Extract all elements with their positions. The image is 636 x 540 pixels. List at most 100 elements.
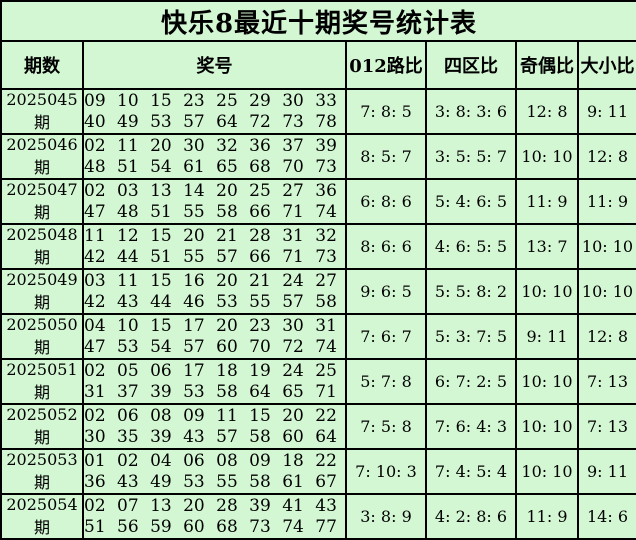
numbers-line1: 04 10 15 17 20 23 30 31 45 46 [84, 315, 344, 336]
zone4-cell: 3: 8: 3: 6 [425, 88, 517, 135]
zone4-cell: 5: 5: 8: 2 [425, 268, 517, 315]
bigsmall-cell: 11: 9 [577, 178, 636, 225]
period-cell: 2025047期 [0, 178, 84, 225]
period-cell: 2025054期 [0, 493, 84, 540]
numbers-cell: 02 11 20 30 32 36 37 39 41 45 48 51 54 6… [82, 133, 347, 180]
zone4-cell: 3: 5: 5: 7 [425, 133, 517, 180]
oddeven-cell: 11: 9 [515, 493, 579, 540]
numbers-line2: 47 48 51 55 58 66 71 74 76 79 [84, 201, 344, 222]
table-row: 2025046期 02 11 20 30 32 36 37 39 41 45 4… [0, 133, 636, 180]
numbers-line2: 31 37 39 53 58 64 65 71 78 80 [84, 381, 344, 402]
zone4-cell: 4: 6: 5: 5 [425, 223, 517, 270]
period-cell: 2025048期 [0, 223, 84, 270]
zone4-cell: 7: 4: 5: 4 [425, 448, 517, 495]
table-row: 2025049期 03 11 15 16 20 21 24 27 28 35 4… [0, 268, 636, 315]
col-header-numbers: 奖号 [82, 40, 347, 90]
table-row: 2025051期 02 05 06 17 18 19 24 25 26 28 3… [0, 358, 636, 405]
col-header-bigsmall: 大小比 [577, 40, 636, 90]
period-cell: 2025050期 [0, 313, 84, 360]
numbers-line1: 02 06 08 09 11 15 20 22 23 26 [84, 405, 344, 426]
header-row: 期数 奖号 012路比 四区比 奇偶比 大小比 [0, 40, 636, 90]
bigsmall-cell: 12: 8 [577, 313, 636, 360]
numbers-line1: 01 02 04 06 08 09 18 22 30 33 [84, 450, 344, 471]
table-row: 2025045期 09 10 15 23 25 29 30 33 34 35 4… [0, 88, 636, 135]
oddeven-cell: 12: 8 [515, 88, 579, 135]
numbers-line1: 02 11 20 30 32 36 37 39 41 45 [84, 135, 344, 156]
zone4-cell: 6: 7: 2: 5 [425, 358, 517, 405]
table-row: 2025047期 02 03 13 14 20 25 27 36 37 43 4… [0, 178, 636, 225]
col-header-oddeven: 奇偶比 [515, 40, 579, 90]
oddeven-cell: 13: 7 [515, 223, 579, 270]
numbers-cell: 11 12 15 20 21 28 31 32 37 39 42 44 51 5… [82, 223, 347, 270]
table-row: 2025052期 02 06 08 09 11 15 20 22 23 26 3… [0, 403, 636, 450]
numbers-cell: 02 07 13 20 28 39 41 43 46 49 51 56 59 6… [82, 493, 347, 540]
numbers-cell: 02 06 08 09 11 15 20 22 23 26 30 35 39 4… [82, 403, 347, 450]
oddeven-cell: 11: 9 [515, 178, 579, 225]
ratio012-cell: 7: 8: 5 [345, 88, 427, 135]
period-cell: 2025049期 [0, 268, 84, 315]
bigsmall-cell: 9: 11 [577, 88, 636, 135]
oddeven-cell: 10: 10 [515, 448, 579, 495]
oddeven-cell: 10: 10 [515, 133, 579, 180]
numbers-line2: 40 49 53 57 64 72 73 78 79 80 [84, 111, 344, 132]
ratio012-cell: 9: 6: 5 [345, 268, 427, 315]
numbers-cell: 09 10 15 23 25 29 30 33 34 35 40 49 53 5… [82, 88, 347, 135]
numbers-line2: 36 43 49 53 55 58 61 67 69 76 [84, 471, 344, 492]
oddeven-cell: 10: 10 [515, 403, 579, 450]
zone4-cell: 5: 4: 6: 5 [425, 178, 517, 225]
numbers-cell: 04 10 15 17 20 23 30 31 45 46 47 53 54 5… [82, 313, 347, 360]
numbers-line2: 51 56 59 60 68 73 74 77 79 80 [84, 516, 344, 537]
period-cell: 2025052期 [0, 403, 84, 450]
ratio012-cell: 3: 8: 9 [345, 493, 427, 540]
bigsmall-cell: 10: 10 [577, 223, 636, 270]
numbers-line1: 02 07 13 20 28 39 41 43 46 49 [84, 495, 344, 516]
oddeven-cell: 9: 11 [515, 313, 579, 360]
numbers-cell: 02 03 13 14 20 25 27 36 37 43 47 48 51 5… [82, 178, 347, 225]
zone4-cell: 4: 2: 8: 6 [425, 493, 517, 540]
page-title: 快乐8最近十期奖号统计表 [0, 0, 636, 42]
table-row: 2025048期 11 12 15 20 21 28 31 32 37 39 4… [0, 223, 636, 270]
bigsmall-cell: 14: 6 [577, 493, 636, 540]
bigsmall-cell: 12: 8 [577, 133, 636, 180]
ratio012-cell: 8: 6: 6 [345, 223, 427, 270]
numbers-cell: 02 05 06 17 18 19 24 25 26 28 31 37 39 5… [82, 358, 347, 405]
oddeven-cell: 10: 10 [515, 268, 579, 315]
bigsmall-cell: 10: 10 [577, 268, 636, 315]
zone4-cell: 5: 3: 7: 5 [425, 313, 517, 360]
numbers-line1: 03 11 15 16 20 21 24 27 28 35 [84, 270, 344, 291]
col-header-ratio012: 012路比 [345, 40, 427, 90]
numbers-line2: 47 53 54 57 60 70 72 74 76 77 [84, 336, 344, 357]
period-cell: 2025053期 [0, 448, 84, 495]
numbers-line2: 48 51 54 61 65 68 70 73 75 76 [84, 156, 344, 177]
bigsmall-cell: 7: 13 [577, 358, 636, 405]
bigsmall-cell: 9: 11 [577, 448, 636, 495]
numbers-line1: 11 12 15 20 21 28 31 32 37 39 [84, 225, 344, 246]
numbers-line2: 42 43 44 46 53 55 57 58 66 72 [84, 291, 344, 312]
ratio012-cell: 7: 5: 8 [345, 403, 427, 450]
numbers-line1: 09 10 15 23 25 29 30 33 34 35 [84, 90, 344, 111]
numbers-cell: 01 02 04 06 08 09 18 22 30 33 36 43 49 5… [82, 448, 347, 495]
table-row: 2025054期 02 07 13 20 28 39 41 43 46 49 5… [0, 493, 636, 540]
zone4-cell: 7: 6: 4: 3 [425, 403, 517, 450]
table-row: 2025053期 01 02 04 06 08 09 18 22 30 33 3… [0, 448, 636, 495]
ratio012-cell: 5: 7: 8 [345, 358, 427, 405]
numbers-line2: 30 35 39 43 57 58 60 64 67 77 [84, 426, 344, 447]
period-cell: 2025045期 [0, 88, 84, 135]
numbers-cell: 03 11 15 16 20 21 24 27 28 35 42 43 44 4… [82, 268, 347, 315]
table-row: 2025050期 04 10 15 17 20 23 30 31 45 46 4… [0, 313, 636, 360]
numbers-line1: 02 05 06 17 18 19 24 25 26 28 [84, 360, 344, 381]
numbers-line1: 02 03 13 14 20 25 27 36 37 43 [84, 180, 344, 201]
ratio012-cell: 8: 5: 7 [345, 133, 427, 180]
table-body: 2025045期 09 10 15 23 25 29 30 33 34 35 4… [0, 88, 636, 540]
numbers-line2: 42 44 51 55 57 66 71 73 77 79 [84, 246, 344, 267]
bigsmall-cell: 7: 13 [577, 403, 636, 450]
title-row: 快乐8最近十期奖号统计表 [0, 0, 636, 42]
ratio012-cell: 7: 6: 7 [345, 313, 427, 360]
period-cell: 2025046期 [0, 133, 84, 180]
ratio012-cell: 6: 8: 6 [345, 178, 427, 225]
oddeven-cell: 10: 10 [515, 358, 579, 405]
col-header-zone4: 四区比 [425, 40, 517, 90]
col-header-period: 期数 [0, 40, 84, 90]
period-cell: 2025051期 [0, 358, 84, 405]
